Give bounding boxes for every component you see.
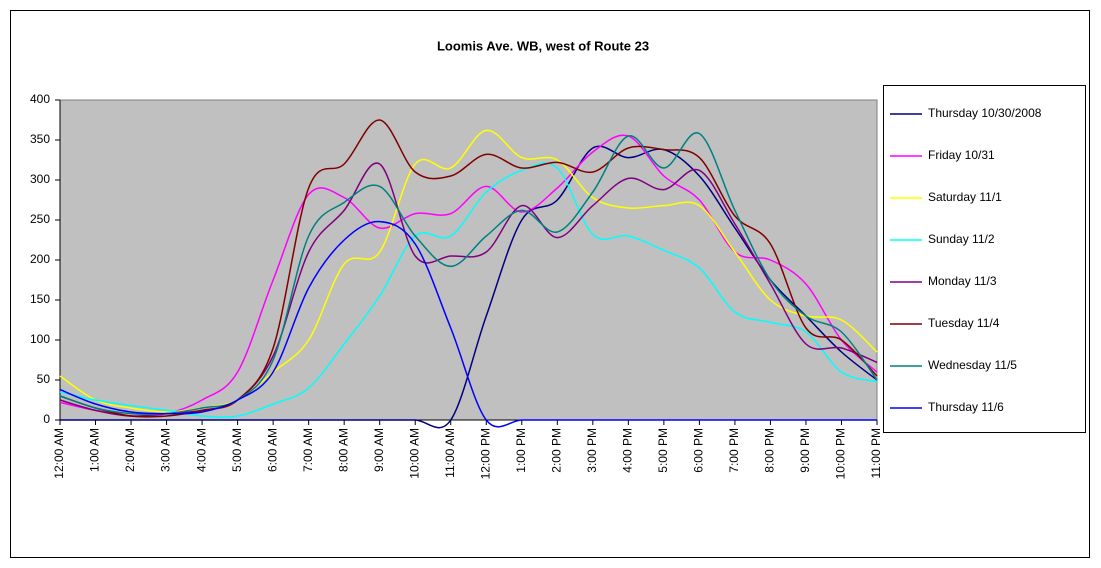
y-tick-label: 200 [30, 252, 50, 266]
series-line [59, 220, 877, 428]
legend-label: Thursday 11/6 [928, 400, 1004, 414]
series-line [59, 162, 878, 418]
y-tick-label: 350 [30, 132, 50, 146]
legend-label: Thursday 10/30/2008 [928, 106, 1042, 120]
x-tick-label: 2:00 AM [123, 428, 137, 472]
y-tick-label: 250 [30, 212, 50, 226]
y-tick-label: 0 [43, 412, 50, 426]
y-tick-label: 100 [30, 332, 50, 346]
x-tick-label: 1:00 PM [514, 428, 528, 473]
x-tick-label: 3:00 AM [159, 428, 173, 472]
x-tick-label: 6:00 PM [692, 428, 706, 473]
x-tick-label: 8:00 AM [336, 428, 350, 472]
x-tick-label: 3:00 PM [585, 428, 599, 473]
x-tick-label: 6:00 AM [265, 428, 279, 472]
y-tick-label: 150 [30, 292, 50, 306]
x-tick-label: 1:00 AM [88, 428, 102, 472]
x-tick-label: 12:00 AM [52, 428, 66, 479]
series-line [59, 119, 878, 418]
x-tick-label: 5:00 AM [230, 428, 244, 472]
x-tick-label: 2:00 PM [549, 428, 563, 473]
chart-title: Loomis Ave. WB, west of Route 23 [437, 38, 649, 53]
x-tick-label: 10:00 AM [407, 428, 421, 479]
x-tick-label: 5:00 PM [656, 428, 670, 473]
series-line [59, 134, 878, 417]
y-tick-label: 400 [30, 92, 50, 106]
y-tick-label: 50 [37, 372, 51, 386]
x-tick-label: 12:00 PM [478, 428, 492, 479]
legend-label: Monday 11/3 [928, 274, 997, 288]
x-tick-label: 10:00 PM [834, 428, 848, 479]
legend-label: Wednesday 11/5 [928, 358, 1017, 372]
x-tick-label: 7:00 AM [301, 428, 315, 472]
legend [883, 85, 1086, 433]
legend-label: Tuesday 11/4 [928, 316, 1000, 330]
legend-label: Sunday 11/2 [928, 232, 995, 246]
x-tick-label: 11:00 AM [443, 428, 457, 478]
series-line [59, 132, 878, 416]
legend-label: Saturday 11/1 [928, 190, 1002, 204]
legend-label: Friday 10/31 [928, 148, 995, 162]
x-tick-label: 8:00 PM [763, 428, 777, 473]
x-tick-label: 9:00 AM [372, 428, 386, 472]
x-tick-label: 4:00 AM [194, 428, 208, 472]
x-tick-label: 11:00 PM [869, 428, 883, 478]
x-tick-label: 9:00 PM [798, 428, 812, 473]
y-tick-label: 300 [30, 172, 50, 186]
x-tick-label: 7:00 PM [727, 428, 741, 473]
series-line [59, 145, 878, 429]
x-tick-label: 4:00 PM [621, 428, 635, 473]
